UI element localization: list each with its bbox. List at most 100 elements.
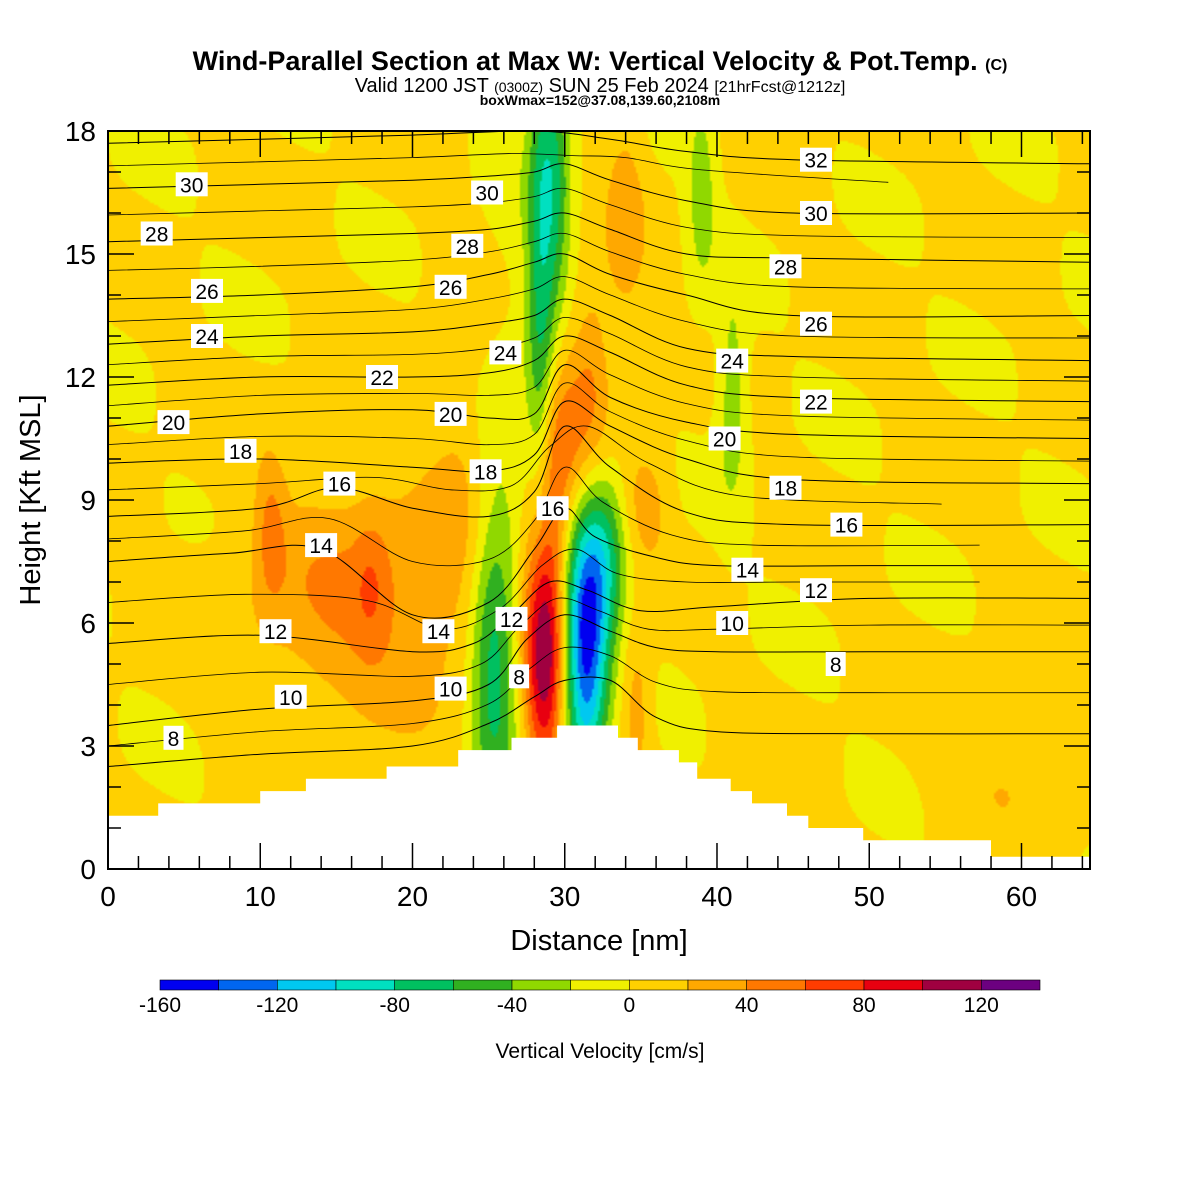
colorbar: -160 -120 -80 -40 0 40 80 120 <box>139 979 1041 1017</box>
svg-text:14: 14 <box>736 560 760 583</box>
contour-label: 28 <box>140 221 173 247</box>
theta-contour-minor <box>108 349 1090 421</box>
x-tick-label: 50 <box>854 881 885 912</box>
svg-text:24: 24 <box>494 342 518 365</box>
x-axis-label: Distance [nm] <box>510 925 687 957</box>
svg-text:28: 28 <box>774 256 797 279</box>
colorbar-swatch <box>687 979 748 991</box>
y-tick-label: 18 <box>65 116 96 147</box>
contour-label: 24 <box>191 324 223 349</box>
contour-label: 22 <box>800 389 832 415</box>
svg-text:8: 8 <box>168 728 180 751</box>
svg-text:12: 12 <box>264 621 287 644</box>
contour-label: 28 <box>451 233 484 259</box>
theta-contour-minor <box>108 548 980 630</box>
colorbar-tick-label: 0 <box>623 994 635 1017</box>
svg-text:22: 22 <box>370 367 393 390</box>
box-info: boxWmax=152@37.08,139.60,2108m <box>480 92 721 108</box>
contour-label: 12 <box>259 619 292 644</box>
colorbar-label: Vertical Velocity [cm/s] <box>496 1040 705 1063</box>
theta-contour-12 <box>108 580 1090 653</box>
terrain <box>108 725 1090 869</box>
svg-text:26: 26 <box>195 281 218 304</box>
theta-contour-8 <box>108 676 1090 767</box>
contour-label: 16 <box>536 496 569 521</box>
x-tick-label: 20 <box>397 881 428 912</box>
contour-label: 22 <box>366 365 398 390</box>
theta-contour-minor <box>108 232 1090 290</box>
svg-text:20: 20 <box>162 412 185 435</box>
x-tick-label: 60 <box>1006 881 1037 912</box>
svg-text:10: 10 <box>279 687 302 710</box>
contour-label: 12 <box>800 578 832 603</box>
colorbar-tick-label: 120 <box>964 994 999 1017</box>
contour-label: 10 <box>274 684 307 710</box>
colorbar-swatch <box>922 979 982 991</box>
theta-contour-minor <box>108 646 1090 747</box>
y-axis: 0 3 6 9 12 15 18 <box>65 116 1090 885</box>
colorbar-swatch <box>628 979 689 991</box>
colorbar-swatch <box>863 979 924 991</box>
theta-contour-22 <box>108 335 1090 403</box>
contour-label: 18 <box>469 459 502 484</box>
contour-label: 28 <box>769 254 802 279</box>
svg-text:28: 28 <box>456 236 479 259</box>
contour-label: 12 <box>495 606 528 632</box>
y-tick-label: 12 <box>65 362 96 393</box>
svg-text:8: 8 <box>513 666 525 689</box>
svg-text:20: 20 <box>439 404 462 427</box>
svg-text:28: 28 <box>145 224 168 247</box>
svg-text:18: 18 <box>774 478 797 501</box>
y-axis-label: Height [Kft MSL] <box>15 394 47 605</box>
colorbar-tick-label: 80 <box>852 994 875 1017</box>
theta-contour-minor <box>108 466 980 567</box>
svg-text:30: 30 <box>804 203 827 226</box>
theta-contour-minor <box>108 425 942 505</box>
svg-text:20: 20 <box>713 429 736 452</box>
svg-text:30: 30 <box>475 183 498 206</box>
contour-label: 32 <box>800 147 832 173</box>
y-tick-label: 3 <box>80 731 96 762</box>
svg-text:16: 16 <box>541 498 564 521</box>
colorbar-tick-label: -120 <box>256 994 298 1017</box>
contour-label: 26 <box>434 274 467 300</box>
contour-label: 14 <box>422 619 455 644</box>
y-tick-label: 0 <box>80 854 96 885</box>
svg-text:8: 8 <box>830 654 842 677</box>
svg-text:12: 12 <box>804 580 827 603</box>
svg-text:10: 10 <box>439 679 462 702</box>
svg-text:16: 16 <box>328 474 351 497</box>
contour-label: 30 <box>471 180 504 206</box>
contour-label: 18 <box>224 438 257 464</box>
x-tick-label: 30 <box>549 881 580 912</box>
colorbar-swatch <box>159 979 220 991</box>
theta-contour-minor <box>108 276 1090 339</box>
contour-label: 14 <box>305 533 338 558</box>
plot-area: 8 8 8 10 10 10 12 12 12 14 14 14 16 16 16 18 18 18 20 20 20 2… <box>107 130 1091 870</box>
svg-text:24: 24 <box>721 351 745 374</box>
svg-text:12: 12 <box>500 609 523 632</box>
y-tick-label: 6 <box>80 608 96 639</box>
theta-contour-26 <box>108 253 1090 318</box>
colorbar-swatch <box>276 979 337 991</box>
colorbar-tick-label: -40 <box>497 994 527 1017</box>
theta-contour-minor <box>108 153 889 183</box>
svg-text:16: 16 <box>835 515 858 538</box>
colorbar-swatch <box>570 979 630 991</box>
theta-contour-30 <box>108 163 1090 215</box>
y-tick-label: 15 <box>65 239 96 270</box>
contour-label: 10 <box>434 676 467 702</box>
svg-text:32: 32 <box>804 150 827 173</box>
svg-text:14: 14 <box>309 535 333 558</box>
x-tick-label: 40 <box>701 881 732 912</box>
contour-label: 20 <box>157 410 190 435</box>
svg-text:26: 26 <box>804 314 827 337</box>
svg-text:30: 30 <box>180 174 203 197</box>
x-axis: 0 10 20 30 40 50 60 <box>100 131 1084 912</box>
colorbar-swatch <box>804 979 865 991</box>
contour-label: 30 <box>800 201 832 226</box>
theta-contour-minor <box>108 382 1090 462</box>
colorbar-swatch <box>218 979 278 991</box>
colorbar-swatch <box>452 979 513 991</box>
